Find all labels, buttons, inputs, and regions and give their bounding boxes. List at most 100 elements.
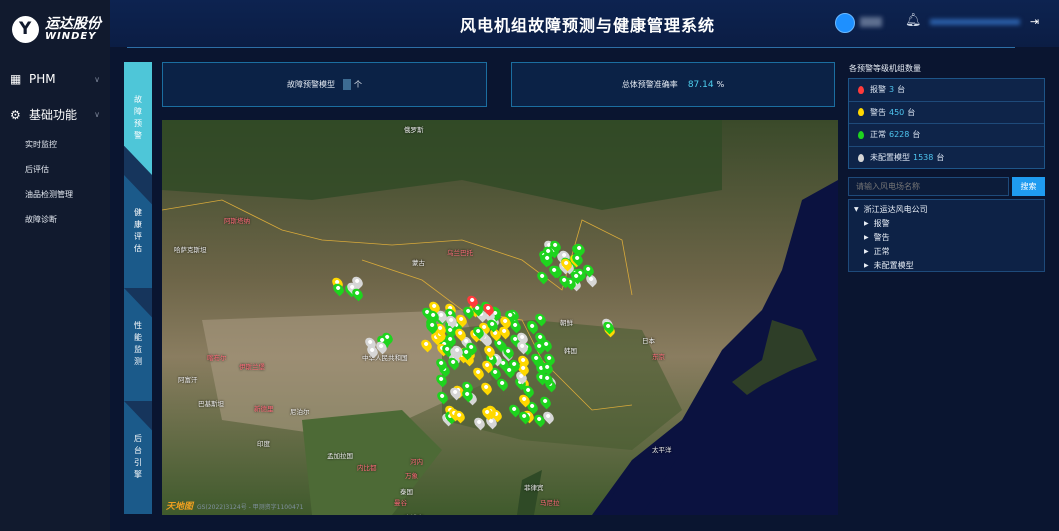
- level-label: 正常: [870, 130, 886, 140]
- bell-icon[interactable]: 🔔︎: [905, 13, 922, 28]
- header: [110, 0, 1059, 47]
- map-label: 孟加拉国: [327, 452, 353, 460]
- tree-node-unconfigured[interactable]: ▶ 未配置模型: [849, 258, 1044, 272]
- level-warning[interactable]: 警告 450 台: [849, 102, 1044, 124]
- tree-label: 警告: [873, 232, 890, 242]
- level-label: 警告: [870, 107, 886, 117]
- gray-pin-icon: [858, 153, 864, 162]
- level-normal[interactable]: 正常 6228 台: [849, 124, 1044, 147]
- map-label: 印度: [257, 440, 270, 448]
- map-label: 太平洋: [652, 446, 672, 454]
- menu-label: PHM: [29, 72, 56, 86]
- tree-node-warning[interactable]: ▶ 警告: [849, 230, 1044, 244]
- chevron-down-icon: ∨: [94, 110, 100, 119]
- map-label: 东京: [652, 353, 665, 361]
- map-label: 伊斯兰堡: [239, 363, 265, 371]
- level-count: 450: [889, 107, 905, 117]
- map-label: 中华人民共和国: [362, 354, 408, 362]
- accuracy-label: 总体预警准确率: [621, 80, 678, 89]
- level-label: 未配置模型: [870, 153, 910, 163]
- menu-label: 基础功能: [29, 108, 78, 122]
- tab-label: 故障预警: [133, 94, 143, 143]
- caret-right-icon: ▶: [864, 233, 869, 241]
- accuracy-unit: %: [716, 80, 725, 89]
- map-label: 韩国: [564, 347, 577, 355]
- brand-cn: 运达股份: [45, 16, 101, 32]
- model-count-card: 故障预警模型 个: [162, 62, 487, 107]
- levels-title: 各预警等级机组数量: [849, 64, 921, 73]
- caret-right-icon: ▶: [864, 261, 869, 269]
- copyright-text: GS(2022)3124号 - 甲测资字1100471: [197, 504, 304, 511]
- level-count: 1538: [913, 153, 934, 163]
- search-button[interactable]: 搜索: [1012, 177, 1045, 196]
- wind-farm-tree: ▼ 浙江运达风电公司 ▶ 报警 ▶ 警告 ▶ 正常 ▶ 未配置模型: [848, 199, 1045, 272]
- map[interactable]: 俄罗斯 阿斯塔纳 哈萨克斯坦 蒙古 乌兰巴托 中华人民共和国 朝鲜 韩国 日本 东京 太平洋 菲律宾马…: [162, 120, 838, 515]
- tree-node-normal[interactable]: ▶ 正常: [849, 244, 1044, 258]
- accuracy-card: 总体预警准确率 87.14 %: [511, 62, 835, 107]
- tree-node-root[interactable]: ▼ 浙江运达风电公司: [849, 202, 1044, 216]
- tab-fault-warning[interactable]: 故障预警: [124, 62, 152, 175]
- avatar[interactable]: [835, 13, 855, 33]
- map-label: 万象: [405, 472, 418, 480]
- caret-right-icon: ▶: [864, 247, 869, 255]
- map-label: 尼泊尔: [290, 408, 310, 416]
- tree-label: 未配置模型: [873, 260, 914, 270]
- map-provider-logo: 天地图: [166, 502, 194, 512]
- level-label: 报警: [870, 85, 886, 95]
- level-unconfigured[interactable]: 未配置模型 1538 台: [849, 147, 1044, 170]
- tab-label: 健康评估: [133, 207, 143, 256]
- map-label: 柬埔寨: [404, 512, 424, 515]
- sidebar-item-fault-diagnosis[interactable]: 故障诊断: [25, 215, 57, 224]
- menu-basic-functions[interactable]: ⚙ 基础功能 ∨: [10, 106, 100, 123]
- tab-health-assessment[interactable]: 健康评估: [124, 175, 152, 288]
- map-label: 日本: [642, 337, 655, 345]
- map-label: 俄罗斯: [404, 126, 424, 134]
- map-attribution: 天地图 GS(2022)3124号 - 甲测资字1100471: [166, 499, 303, 512]
- map-label: 巴基斯坦: [198, 400, 224, 408]
- menu-phm[interactable]: ▦ PHM ∨: [10, 72, 100, 86]
- page-title: 风电机组故障预测与健康管理系统: [460, 16, 716, 35]
- username-blurred: [860, 17, 882, 27]
- gear-icon: ⚙: [10, 107, 21, 122]
- level-unit: 台: [907, 107, 916, 117]
- logout-icon[interactable]: ⇥: [1030, 15, 1040, 28]
- sidebar-item-post-evaluation[interactable]: 后评估: [25, 165, 49, 174]
- red-pin-icon: [858, 85, 864, 94]
- tree-label: 浙江运达风电公司: [863, 204, 928, 214]
- level-count: 3: [889, 85, 895, 95]
- model-count-value: [343, 79, 351, 90]
- windey-logo-icon: [12, 16, 39, 43]
- map-label: 哈萨克斯坦: [174, 246, 207, 254]
- model-count-unit: 个: [354, 80, 362, 89]
- grid-icon: ▦: [10, 72, 22, 86]
- user-info-blurred: [930, 19, 1020, 25]
- wind-farm-search-input[interactable]: [848, 177, 1009, 196]
- level-unit: 台: [936, 153, 945, 163]
- tree-label: 报警: [873, 218, 890, 228]
- tree-label: 正常: [873, 246, 890, 256]
- accuracy-value: 87.14: [687, 79, 714, 90]
- level-unit: 台: [912, 130, 921, 140]
- map-label: 菲律宾: [524, 484, 544, 492]
- map-label: 马尼拉: [540, 499, 560, 507]
- tab-label: 性能监测: [133, 320, 143, 369]
- tree-node-alarm[interactable]: ▶ 报警: [849, 216, 1044, 230]
- tab-backend-engine[interactable]: 后台引擎: [124, 401, 152, 514]
- map-label: 曼谷: [394, 499, 407, 507]
- sidebar-item-oil-testing[interactable]: 油品检测管理: [25, 190, 73, 199]
- map-label: 内比都: [357, 464, 377, 472]
- map-label: 阿斯塔纳: [224, 217, 250, 225]
- tab-label: 后台引擎: [133, 433, 143, 482]
- level-alarm[interactable]: 报警 3 台: [849, 79, 1044, 102]
- sidebar-item-realtime-monitor[interactable]: 实时监控: [25, 140, 57, 149]
- levels-panel: 报警 3 台 警告 450 台 正常 6228 台 未配置模型 1538 台: [848, 78, 1045, 169]
- map-label: 朝鲜: [560, 319, 573, 327]
- chevron-down-icon: ∨: [94, 74, 100, 84]
- map-label: 喀布尔: [207, 354, 227, 362]
- map-label: 阿富汗: [178, 376, 198, 384]
- map-label: 蒙古: [412, 259, 425, 267]
- tab-performance-monitoring[interactable]: 性能监测: [124, 288, 152, 401]
- divider: [127, 47, 1015, 48]
